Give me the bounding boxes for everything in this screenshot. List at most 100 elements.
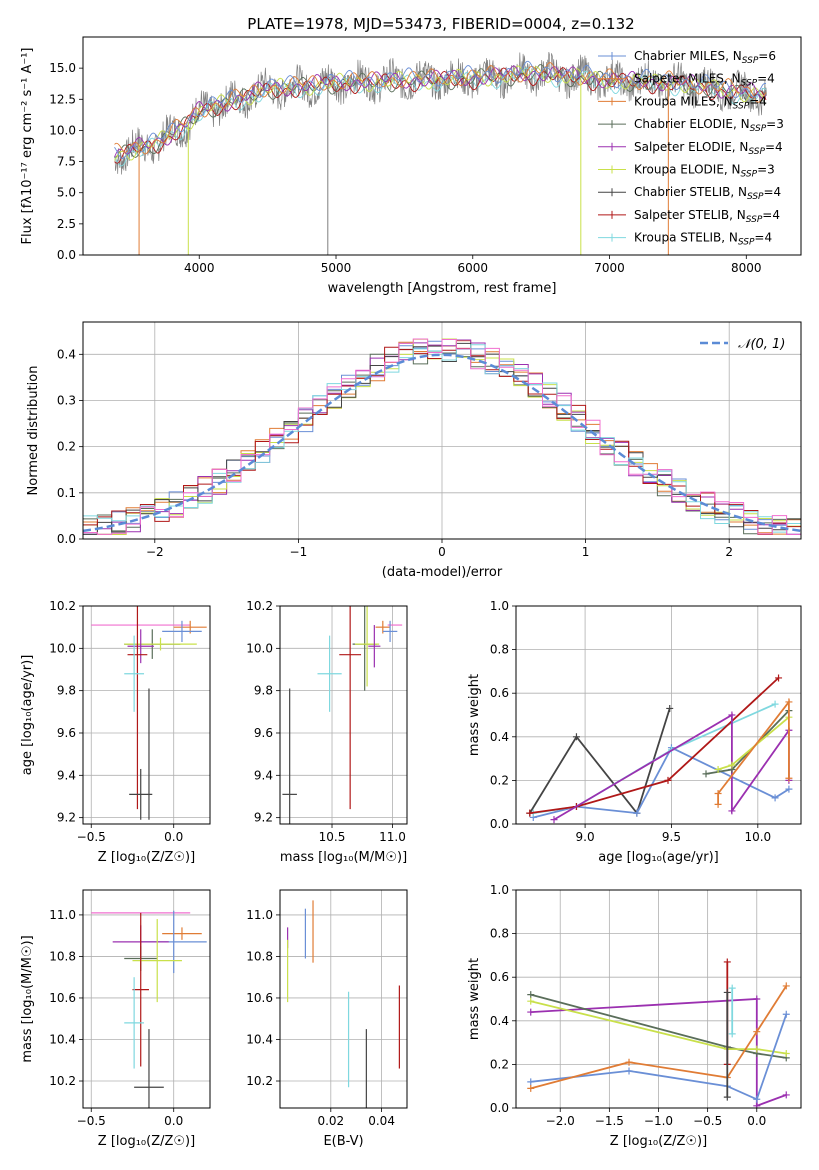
y-tick-label: 0.2 — [490, 1057, 509, 1071]
x-tick-label: 1 — [582, 545, 590, 559]
legend-entry-text: Chabrier MILES, N — [634, 49, 742, 63]
legend-entry-subscript: SSP — [738, 238, 755, 248]
y-tick-label: 0.6 — [490, 970, 509, 984]
y-tick-label: 10.2 — [49, 599, 76, 613]
figure-title: PLATE=1978, MJD=53473, FIBERID=0004, z=0… — [247, 15, 634, 33]
x-tick-label: 7000 — [594, 261, 625, 275]
mass-weight-marker — [527, 997, 535, 1005]
y-tick-label: 1.0 — [490, 599, 509, 613]
axes-frame — [82, 36, 802, 256]
mass-weight-marker — [527, 1084, 535, 1092]
mass-weight-marker — [723, 958, 731, 966]
y-tick-label: 0.3 — [57, 393, 76, 407]
error-bar-point — [339, 606, 362, 810]
legend-entry: Chabrier ELODIE, NSSP=3 — [634, 117, 784, 134]
legend-entry-subscript: SSP — [750, 124, 767, 134]
mass-vs-metallicity-panel: −0.5 0.0 10.2 10.4 10.6 10.8 11.0 Z [log₁₀(Z/Z☉… — [20, 889, 211, 1149]
legend-entry-value: =4 — [754, 231, 772, 245]
mass-weight-marker — [572, 733, 580, 741]
legend-entry-value: =3 — [757, 163, 775, 177]
mass-weight-marker — [527, 1008, 535, 1016]
mass-weight-marker — [728, 711, 736, 719]
histogram-step — [83, 344, 801, 533]
x-tick-label: 0.02 — [317, 1114, 344, 1128]
mass-weight-marker — [753, 995, 761, 1003]
legend-entry: Salpeter MILES, NSSP=4 — [634, 72, 775, 89]
legend-entry-subscript: SSP — [748, 147, 765, 157]
y-tick-label: 0.4 — [490, 1014, 509, 1028]
y-tick-label: 0.4 — [57, 347, 76, 361]
legend-entry: Salpeter STELIB, NSSP=4 — [634, 208, 780, 225]
mass-weight-line — [529, 677, 780, 814]
y-tick-label: 2.5 — [57, 217, 76, 231]
legend-entry-text: Salpeter ELODIE, N — [634, 140, 748, 154]
x-tick-label: −0.5 — [693, 1114, 722, 1128]
axes-frame — [82, 605, 211, 825]
mass-weight-marker — [771, 700, 779, 708]
mass-weight-marker — [753, 1045, 761, 1053]
error-bar-point — [317, 635, 342, 712]
y-tick-label: 0.8 — [490, 927, 509, 941]
axes-frame — [82, 889, 211, 1109]
y-tick-label: 11.0 — [49, 908, 76, 922]
y-tick-label: 0.0 — [57, 532, 76, 546]
y-tick-label: 9.2 — [57, 811, 76, 825]
legend-entry-value: =3 — [766, 117, 784, 131]
y-tick-label: 0.4 — [490, 730, 509, 744]
y-axis-label: mass weight — [467, 674, 482, 756]
x-axis-label: E(B-V) — [323, 1134, 363, 1149]
legend-entry-subscript: SSP — [733, 101, 750, 111]
residual-histogram-plot-area — [83, 322, 801, 539]
mass-weight-marker — [702, 770, 710, 778]
axes-frame — [279, 889, 408, 1109]
x-tick-label: −0.5 — [77, 1114, 106, 1128]
mass-weight-marker — [785, 698, 793, 706]
axes-frame — [279, 605, 408, 825]
x-tick-label: 8000 — [731, 261, 762, 275]
mass-vs-extinction-panel: 0.02 0.04 10.2 10.4 10.6 10.8 11.0 E(B-V) — [246, 889, 408, 1149]
y-axis-label: mass [log₁₀(M/M☉)] — [20, 935, 35, 1062]
mass-weight-marker — [728, 761, 736, 769]
mass-weight-line — [717, 699, 790, 805]
error-bar-point — [368, 625, 381, 668]
error-bar-point — [127, 629, 154, 664]
mass-weight-marker — [782, 982, 790, 990]
y-tick-label: 5.0 — [57, 186, 76, 200]
legend-entry-text: Kroupa MILES, N — [634, 94, 733, 108]
y-tick-label: 9.6 — [57, 726, 76, 740]
y-tick-label: 0.0 — [490, 817, 509, 831]
legend-entry: Kroupa MILES, NSSP=4 — [634, 94, 767, 111]
y-tick-label: 10.8 — [49, 949, 76, 963]
spectrum-model-line — [114, 65, 767, 158]
histogram-step — [83, 338, 801, 535]
x-tick-label: −1.5 — [595, 1114, 624, 1128]
x-tick-label: −1.0 — [644, 1114, 673, 1128]
x-axis-label: wavelength [Angstrom, rest frame] — [328, 281, 557, 296]
y-tick-label: 9.8 — [254, 684, 273, 698]
axes-frame — [515, 605, 802, 825]
error-bar-point — [382, 620, 398, 642]
legend-entry-text: Salpeter STELIB, N — [634, 208, 746, 222]
mass-weight-marker — [666, 704, 674, 712]
x-tick-label: 0 — [438, 545, 446, 559]
spectrum-model-line — [114, 60, 767, 160]
age-vs-mass-plot-area — [280, 606, 407, 824]
histogram-legend: 𝒩(0, 1) — [700, 337, 785, 352]
mass-weight-marker — [753, 1095, 761, 1103]
legend-entry: Chabrier MILES, NSSP=6 — [634, 49, 776, 66]
mass-weight-marker — [728, 807, 736, 815]
mass-weight-marker — [527, 991, 535, 999]
y-tick-label: 0.0 — [490, 1101, 509, 1115]
x-axis-label: age [log₁₀(age/yr)] — [598, 850, 719, 865]
mass-weight-marker — [625, 1067, 633, 1075]
mass-weight-vs-age-plot-area — [516, 606, 801, 824]
x-axis-label: Z [log₁₀(Z/Z☉)] — [98, 1134, 195, 1149]
legend-entry-text: Kroupa STELIB, N — [634, 231, 738, 245]
age-vs-metallicity-plot-area — [83, 606, 210, 824]
y-tick-label: 0.2 — [490, 773, 509, 787]
x-tick-label: 11.0 — [379, 830, 406, 844]
error-bar-point — [132, 912, 149, 1067]
x-axis-label: Z [log₁₀(Z/Z☉)] — [610, 1134, 707, 1149]
y-axis-label: age [log₁₀(age/yr)] — [20, 655, 35, 776]
x-tick-label: 9.5 — [662, 830, 681, 844]
